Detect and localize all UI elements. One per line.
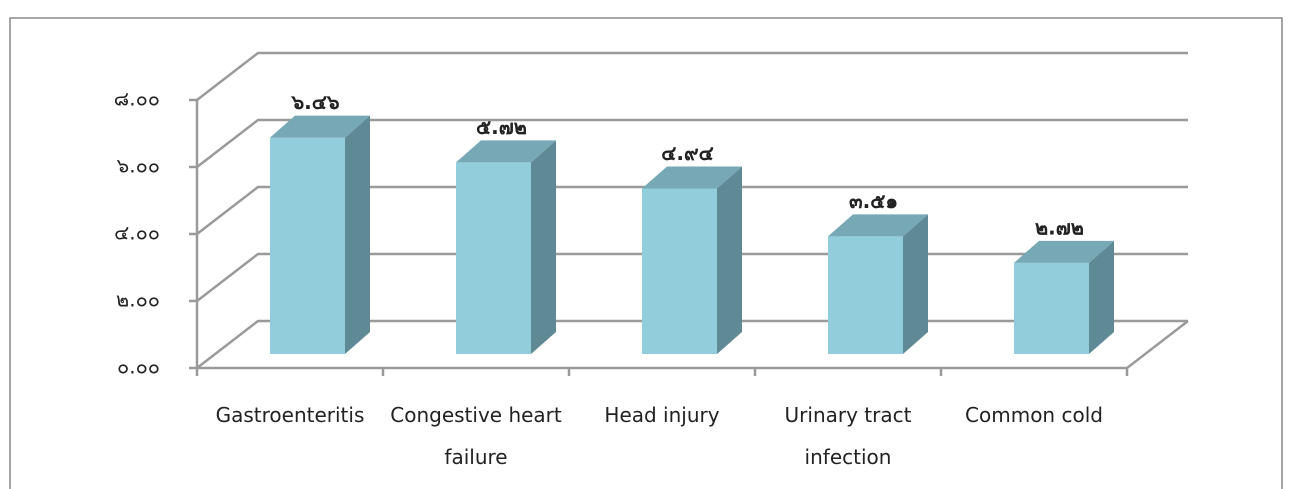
x-tick-label: Urinary tract infection [784,403,912,469]
x-tick-label: Common cold [965,403,1103,427]
bar-side [1089,240,1114,354]
bar [456,140,556,354]
value-label: ๖.๔๖ [290,90,339,114]
bar-side [531,140,556,354]
y-tick-label: ๔.๐๐ [114,221,160,245]
bar [642,166,742,354]
value-label: ๔.๙๔ [661,141,714,165]
bar-top [1014,240,1114,263]
y-tick-label: ๐.๐๐ [117,355,160,379]
y-tick-label: ๘.๐๐ [114,87,160,111]
bar-front [1014,262,1089,354]
bar-front [642,188,717,354]
chart-border [9,17,1283,489]
value-label: ๓.๕๑ [849,189,898,213]
x-tick-label: Head injury [604,403,720,427]
value-label: ๒.๗๒ [1035,215,1084,239]
bar [270,115,370,354]
bar-top [828,214,928,237]
bar-top [456,140,556,163]
bar [828,214,928,354]
x-tick-label: Gastroenteritis [215,403,365,427]
bar-top [642,166,742,189]
bar-side [345,115,370,354]
bar-front [828,236,903,354]
bar-front [270,137,345,354]
grid-line [196,51,1188,101]
bar-top [270,115,370,138]
grid-line [196,185,1188,235]
bar [1014,240,1114,354]
grid-line [196,118,1188,168]
y-tick-label: ๖.๐๐ [117,154,160,178]
bar-side [903,214,928,354]
x-tick-label: Congestive heart failure [390,403,562,469]
bar-front [456,162,531,354]
bar-side [717,166,742,354]
value-label: ๕.๗๒ [476,115,527,139]
y-tick-label: ๒.๐๐ [116,288,160,312]
